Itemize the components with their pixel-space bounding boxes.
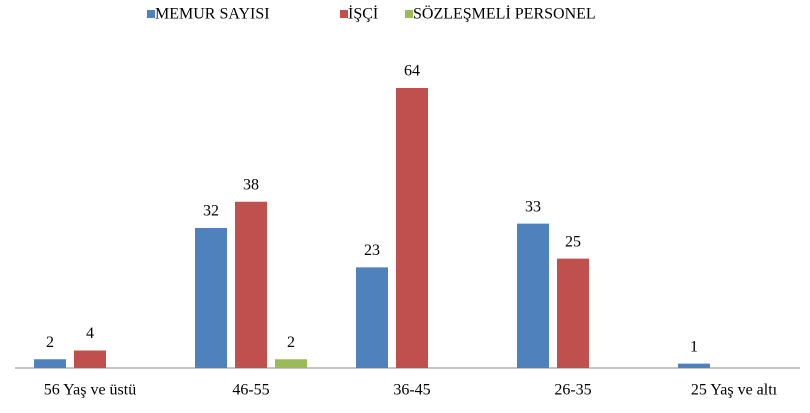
legend-swatch: [147, 10, 155, 18]
x-tick-label: 56 Yaş ve üstü: [44, 382, 136, 399]
legend-swatch: [340, 10, 348, 18]
data-label: 32: [203, 203, 219, 220]
bar: [34, 359, 66, 368]
x-tick-label: 46-55: [232, 382, 269, 399]
legend-label: SÖZLEŞMELİ PERSONEL: [413, 5, 596, 23]
x-tick-label: 25 Yaş ve altı: [691, 382, 778, 399]
legend-label: İŞÇİ: [348, 5, 378, 23]
bar: [74, 350, 106, 368]
legend-label: MEMUR SAYISI: [155, 6, 270, 23]
bar: [678, 363, 710, 368]
bar: [396, 88, 428, 368]
bar: [356, 267, 388, 368]
bar: [275, 359, 307, 368]
data-label: 38: [243, 176, 259, 193]
data-label: 64: [404, 63, 420, 80]
legend-swatch: [405, 10, 413, 18]
x-tick-label: 36-45: [393, 382, 430, 399]
data-label: 2: [46, 334, 54, 351]
bar: [557, 258, 589, 368]
data-label: 2: [287, 334, 295, 351]
bar: [195, 228, 227, 368]
data-label: 33: [525, 198, 541, 215]
x-tick-label: 26-35: [554, 382, 591, 399]
bar: [517, 223, 549, 368]
data-label: 1: [690, 338, 698, 355]
data-label: 25: [565, 233, 581, 250]
bar: [235, 201, 267, 368]
data-label: 4: [86, 325, 94, 342]
data-label: 23: [364, 242, 380, 259]
